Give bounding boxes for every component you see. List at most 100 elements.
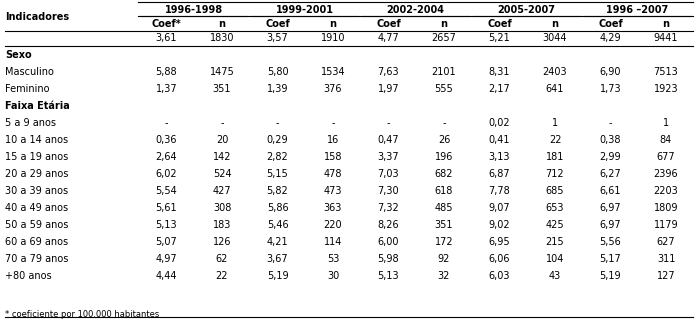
Text: 1179: 1179 (654, 220, 678, 230)
Text: n: n (551, 19, 558, 29)
Text: 1830: 1830 (210, 33, 235, 43)
Text: 7,32: 7,32 (378, 203, 399, 213)
Text: 5 a 9 anos: 5 a 9 anos (5, 118, 56, 128)
Text: 2,82: 2,82 (267, 152, 288, 162)
Text: 9,07: 9,07 (489, 203, 510, 213)
Text: 5,61: 5,61 (156, 203, 177, 213)
Text: 2,17: 2,17 (489, 84, 510, 94)
Text: -: - (165, 118, 168, 128)
Text: 351: 351 (435, 220, 453, 230)
Text: 9441: 9441 (654, 33, 678, 43)
Text: 9,02: 9,02 (489, 220, 510, 230)
Text: 473: 473 (324, 186, 342, 196)
Text: 1996-1998: 1996-1998 (165, 5, 223, 15)
Text: 127: 127 (657, 271, 675, 281)
Text: 7,30: 7,30 (378, 186, 399, 196)
Text: 641: 641 (546, 84, 564, 94)
Text: 26: 26 (438, 135, 450, 145)
Text: Faixa Etária: Faixa Etária (5, 101, 70, 111)
Text: 6,95: 6,95 (489, 237, 510, 247)
Text: 1,73: 1,73 (600, 84, 621, 94)
Text: 2,99: 2,99 (600, 152, 621, 162)
Text: 712: 712 (546, 169, 564, 179)
Text: 618: 618 (435, 186, 453, 196)
Text: 7,63: 7,63 (378, 67, 399, 77)
Text: 5,86: 5,86 (267, 203, 288, 213)
Text: Coef: Coef (598, 19, 623, 29)
Text: 4,44: 4,44 (156, 271, 177, 281)
Text: 524: 524 (213, 169, 231, 179)
Text: Coef: Coef (265, 19, 290, 29)
Text: 6,03: 6,03 (489, 271, 510, 281)
Text: -: - (387, 118, 390, 128)
Text: 104: 104 (546, 254, 564, 264)
Text: 2403: 2403 (542, 67, 567, 77)
Text: 20 a 29 anos: 20 a 29 anos (5, 169, 68, 179)
Text: 172: 172 (435, 237, 453, 247)
Text: Coef: Coef (376, 19, 401, 29)
Text: 478: 478 (324, 169, 342, 179)
Text: Coef*: Coef* (151, 19, 181, 29)
Text: 196: 196 (435, 152, 453, 162)
Text: 1996 –2007: 1996 –2007 (607, 5, 669, 15)
Text: 5,56: 5,56 (600, 237, 621, 247)
Text: 20: 20 (216, 135, 228, 145)
Text: 6,06: 6,06 (489, 254, 510, 264)
Text: 555: 555 (435, 84, 454, 94)
Text: 6,27: 6,27 (600, 169, 621, 179)
Text: -: - (221, 118, 224, 128)
Text: 5,13: 5,13 (156, 220, 177, 230)
Text: 84: 84 (660, 135, 672, 145)
Text: 0,41: 0,41 (489, 135, 510, 145)
Text: 22: 22 (216, 271, 228, 281)
Text: 3044: 3044 (543, 33, 567, 43)
Text: 1475: 1475 (209, 67, 235, 77)
Text: n: n (440, 19, 447, 29)
Text: 0,47: 0,47 (378, 135, 399, 145)
Text: 5,98: 5,98 (378, 254, 399, 264)
Text: 2657: 2657 (431, 33, 456, 43)
Text: 5,80: 5,80 (267, 67, 288, 77)
Text: Sexo: Sexo (5, 50, 31, 60)
Text: 142: 142 (213, 152, 231, 162)
Text: 311: 311 (657, 254, 675, 264)
Text: 425: 425 (546, 220, 564, 230)
Text: 1: 1 (663, 118, 669, 128)
Text: 70 a 79 anos: 70 a 79 anos (5, 254, 68, 264)
Text: 5,15: 5,15 (267, 169, 288, 179)
Text: 6,87: 6,87 (489, 169, 510, 179)
Text: -: - (443, 118, 446, 128)
Text: 6,00: 6,00 (378, 237, 399, 247)
Text: 0,38: 0,38 (600, 135, 621, 145)
Text: 1,39: 1,39 (267, 84, 288, 94)
Text: 2396: 2396 (654, 169, 678, 179)
Text: 43: 43 (549, 271, 561, 281)
Text: 1,37: 1,37 (156, 84, 177, 94)
Text: 5,54: 5,54 (156, 186, 177, 196)
Text: 0,29: 0,29 (267, 135, 288, 145)
Text: 183: 183 (213, 220, 231, 230)
Text: 158: 158 (324, 152, 342, 162)
Text: 1: 1 (552, 118, 558, 128)
Text: 22: 22 (549, 135, 561, 145)
Text: 685: 685 (546, 186, 564, 196)
Text: 3,67: 3,67 (267, 254, 288, 264)
Text: 5,07: 5,07 (156, 237, 177, 247)
Text: 6,97: 6,97 (600, 220, 621, 230)
Text: 6,90: 6,90 (600, 67, 621, 77)
Text: 1,97: 1,97 (378, 84, 399, 94)
Text: 7513: 7513 (653, 67, 678, 77)
Text: 1910: 1910 (321, 33, 346, 43)
Text: 5,21: 5,21 (489, 33, 510, 43)
Text: 7,03: 7,03 (378, 169, 399, 179)
Text: Masculino: Masculino (5, 67, 54, 77)
Text: 6,02: 6,02 (156, 169, 177, 179)
Text: -: - (332, 118, 335, 128)
Text: 2101: 2101 (431, 67, 456, 77)
Text: 5,82: 5,82 (267, 186, 288, 196)
Text: 2203: 2203 (653, 186, 678, 196)
Text: 4,29: 4,29 (600, 33, 621, 43)
Text: 15 a 19 anos: 15 a 19 anos (5, 152, 68, 162)
Text: 4,21: 4,21 (267, 237, 288, 247)
Text: 5,13: 5,13 (378, 271, 399, 281)
